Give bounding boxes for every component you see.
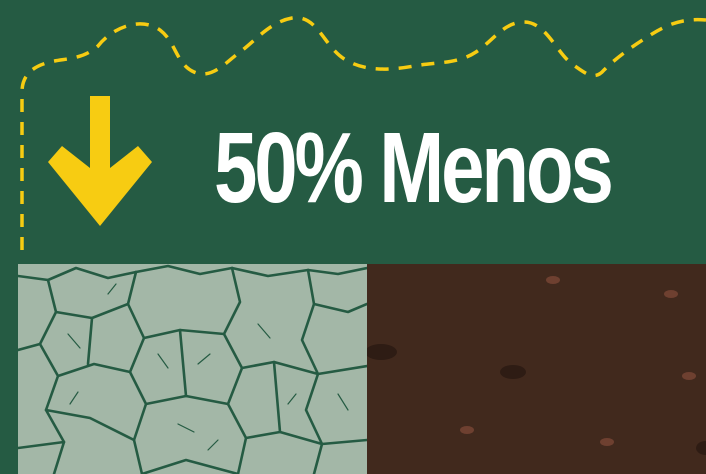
soil-texture xyxy=(367,276,706,455)
headline: 50% Menos xyxy=(214,112,614,224)
cracked-dry-ground xyxy=(18,264,367,474)
moist-soil xyxy=(367,264,706,474)
crack-texture xyxy=(18,264,367,474)
